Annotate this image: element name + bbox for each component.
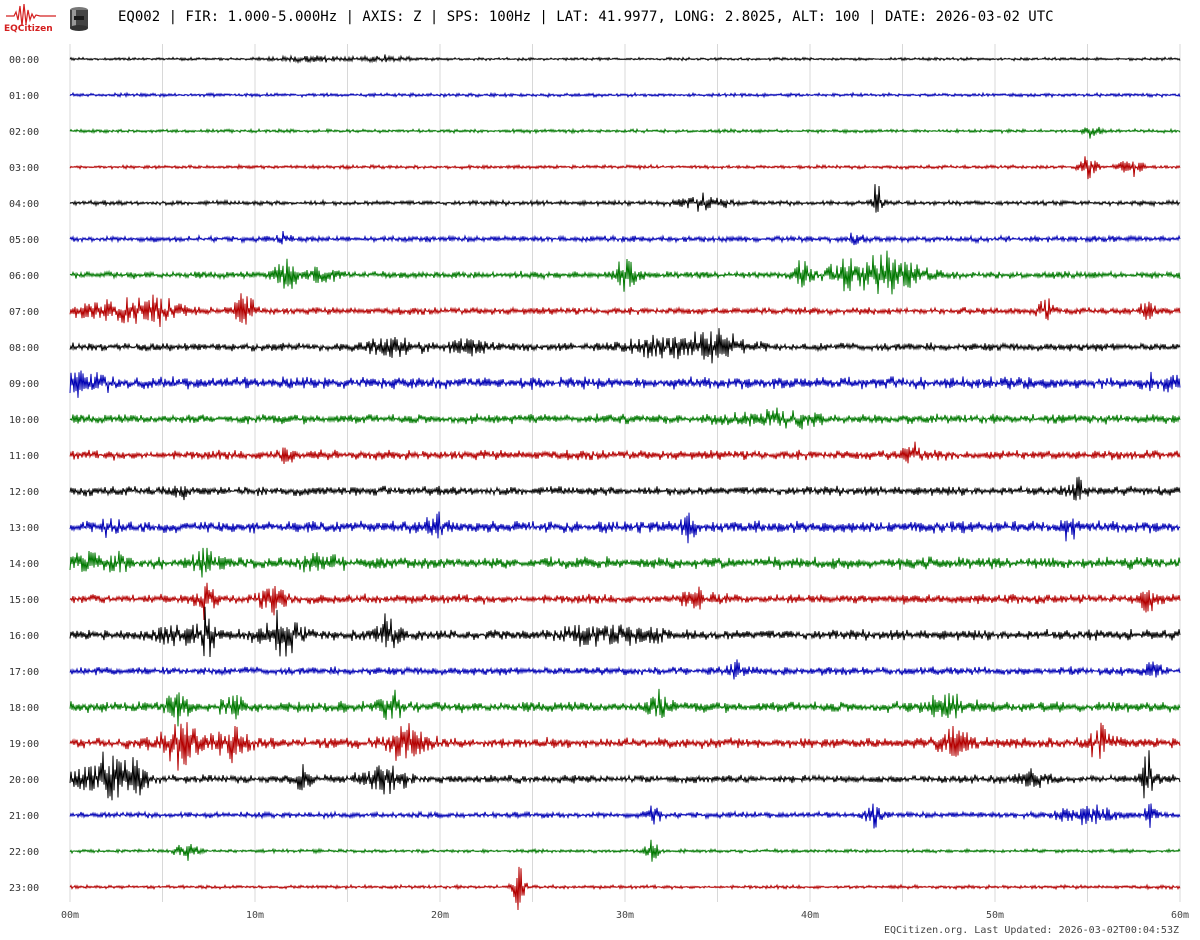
eqcitizen-logo xyxy=(6,3,56,27)
trace-1800 xyxy=(69,688,1181,727)
x-tick-label: 10m xyxy=(246,910,264,921)
trace-2000 xyxy=(69,750,1181,801)
row-label: 07:00 xyxy=(9,307,39,318)
trace-0800 xyxy=(69,328,1181,364)
row-label: 15:00 xyxy=(9,595,39,606)
x-tick-label: 00m xyxy=(61,910,79,921)
row-label: 09:00 xyxy=(9,379,39,390)
trace-2300 xyxy=(69,866,1181,911)
logo-text: EQCitizen xyxy=(4,24,53,34)
trace-1100 xyxy=(69,441,1181,465)
row-label: 22:00 xyxy=(9,847,39,858)
row-label: 06:00 xyxy=(9,271,39,282)
trace-1900 xyxy=(69,722,1181,771)
trace-1600 xyxy=(69,606,1181,658)
row-label: 20:00 xyxy=(9,775,39,786)
trace-2100 xyxy=(69,803,1181,829)
trace-0900 xyxy=(69,370,1181,398)
station-title: EQ002 | FIR: 1.000-5.000Hz | AXIS: Z | S… xyxy=(118,9,1054,25)
x-tick-label: 30m xyxy=(616,910,634,921)
trace-0400 xyxy=(69,184,1181,213)
row-label: 16:00 xyxy=(9,631,39,642)
trace-0000 xyxy=(69,54,1181,64)
traces xyxy=(69,54,1181,911)
row-label: 18:00 xyxy=(9,703,39,714)
x-tick-label: 20m xyxy=(431,910,449,921)
row-label: 17:00 xyxy=(9,667,39,678)
row-label: 14:00 xyxy=(9,559,39,570)
row-label: 03:00 xyxy=(9,163,39,174)
x-tick-label: 50m xyxy=(986,910,1004,921)
trace-0700 xyxy=(69,293,1181,328)
row-label: 13:00 xyxy=(9,523,39,534)
row-label: 21:00 xyxy=(9,811,39,822)
trace-1200 xyxy=(69,476,1181,501)
trace-2200 xyxy=(69,839,1181,862)
x-tick-label: 40m xyxy=(801,910,819,921)
row-labels: 00:00 01:00 02:00 03:00 04:00 05:00 06:00 07:00… xyxy=(9,55,39,894)
trace-0600 xyxy=(69,250,1181,295)
x-tick-label: 60m xyxy=(1171,910,1189,921)
row-label: 01:00 xyxy=(9,91,39,102)
row-label: 04:00 xyxy=(9,199,39,210)
seismometer-icon xyxy=(70,7,88,31)
row-label: 02:00 xyxy=(9,127,39,138)
grid xyxy=(69,44,1181,902)
trace-0500 xyxy=(69,231,1181,246)
row-label: 12:00 xyxy=(9,487,39,498)
row-label: 08:00 xyxy=(9,343,39,354)
trace-1000 xyxy=(69,407,1181,430)
row-label: 19:00 xyxy=(9,739,39,750)
x-axis-ticks: 00m 10m 20m 30m 40m 50m 60m xyxy=(61,910,1189,921)
row-label: 05:00 xyxy=(9,235,39,246)
footer-text: EQCitizen.org. Last Updated: 2026-03-02T… xyxy=(883,925,1179,936)
trace-1400 xyxy=(69,547,1181,578)
row-label: 23:00 xyxy=(9,883,39,894)
trace-0300 xyxy=(69,156,1181,180)
trace-1500 xyxy=(69,582,1181,621)
row-label: 10:00 xyxy=(9,415,39,426)
trace-0200 xyxy=(69,126,1181,139)
row-label: 11:00 xyxy=(9,451,39,462)
trace-1300 xyxy=(69,511,1181,544)
trace-1700 xyxy=(69,659,1181,680)
header: EQCitizen EQ002 | FIR: 1.000-5.000Hz | A… xyxy=(0,0,1200,40)
trace-0100 xyxy=(69,91,1181,99)
row-label: 00:00 xyxy=(9,55,39,66)
